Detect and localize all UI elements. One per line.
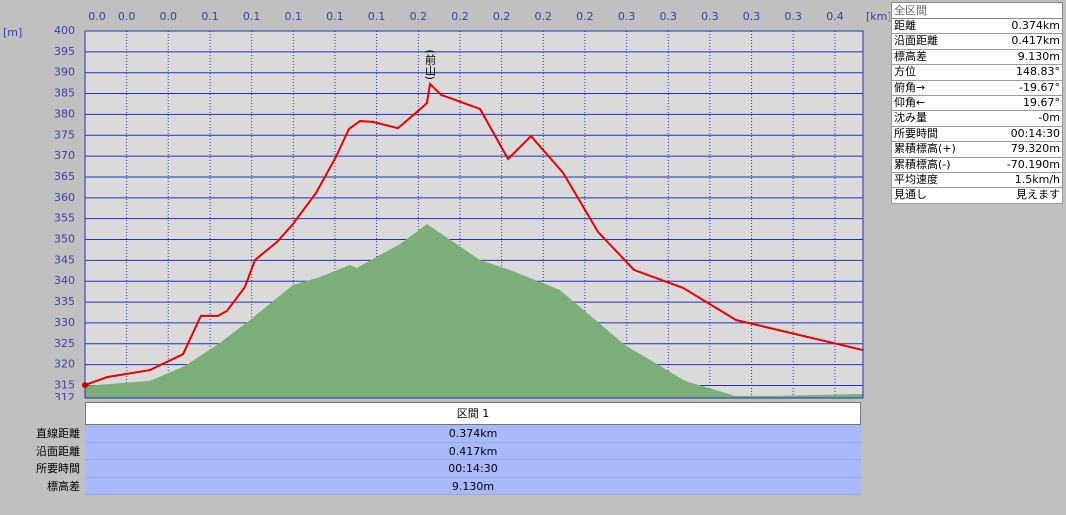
- x-tick-label: 0.2: [534, 10, 552, 23]
- y-tick-label: 345: [54, 253, 75, 266]
- y-tick-label: 350: [54, 233, 75, 246]
- panel-row: 沈み量 -0m: [891, 111, 1063, 127]
- row-label: 仰角←: [894, 95, 926, 109]
- x-tick-label: 0.0: [88, 10, 106, 23]
- segment-row: 直線距離 0.374km: [0, 425, 863, 443]
- row-label: 標高差: [894, 49, 927, 63]
- panel-row: 標高差 9.130m: [891, 49, 1063, 66]
- y-tick-label: 320: [54, 358, 75, 371]
- row-label: 沿面距離: [894, 34, 938, 48]
- segment-row: 標高差 9.130m: [0, 477, 863, 495]
- y-tick-label: 330: [54, 316, 75, 329]
- x-tick-label: 0.1: [201, 10, 219, 23]
- row-value: -0m: [1038, 111, 1060, 125]
- row-label: 累積標高(-): [894, 157, 951, 171]
- panel-row: 俯角→ -19.67°: [891, 80, 1063, 96]
- y-tick-label: 375: [54, 128, 75, 141]
- panel-row: 見通し 見えます: [891, 188, 1063, 204]
- row-label: 直線距離: [36, 427, 80, 440]
- y-unit: [m]: [3, 26, 22, 39]
- y-tick-label: 325: [54, 337, 75, 350]
- panel-row: 所要時間 00:14:30: [891, 126, 1063, 143]
- y-tick-label: 335: [54, 295, 75, 308]
- x-tick-label: 0.2: [410, 10, 428, 23]
- x-tick-label: 0.3: [660, 10, 678, 23]
- segment-table: 区間 1 直線距離 0.374km 沿面距離 0.417km 所要時間 00:14:30 標…: [0, 402, 863, 495]
- x-tick-label: 0.0: [118, 10, 136, 23]
- row-label: 所要時間: [894, 126, 938, 140]
- panel-row: 沿面距離 0.417km: [891, 34, 1063, 50]
- x-tick-label: 0.3: [701, 10, 719, 23]
- x-tick-label: 0.4: [826, 10, 844, 23]
- panel-row: 方位 148.83°: [891, 65, 1063, 81]
- row-value: 0.374km: [85, 425, 861, 443]
- x-tick-label: 0.1: [368, 10, 386, 23]
- row-value: -19.67°: [1019, 80, 1060, 94]
- row-value: 0.417km: [1011, 34, 1060, 48]
- row-value: 0.417km: [85, 442, 861, 460]
- y-tick-label: 385: [54, 87, 75, 100]
- y-tick-label: 360: [54, 191, 75, 204]
- y-tick-label: 380: [54, 107, 75, 120]
- row-label: 沈み量: [894, 111, 927, 125]
- row-value: 148.83°: [1016, 65, 1060, 79]
- row-label: 沿面距離: [36, 444, 80, 458]
- x-unit: [km]: [866, 10, 890, 23]
- terrain-area: [85, 224, 863, 398]
- x-tick-label: 0.2: [493, 10, 511, 23]
- x-tick-label: 0.3: [743, 10, 761, 23]
- y-tick-label: 365: [54, 170, 75, 183]
- y-tick-label: 395: [54, 45, 75, 58]
- row-label: 所要時間: [36, 462, 80, 475]
- segment-header[interactable]: 区間 1: [85, 402, 861, 425]
- x-tick-label: 0.1: [326, 10, 344, 23]
- x-tick-label: 0.3: [784, 10, 802, 23]
- segment-row: 所要時間 00:14:30: [0, 460, 863, 478]
- x-tick-label: 0.2: [576, 10, 594, 23]
- row-label: 距離: [894, 19, 916, 32]
- summary-panel: 全区間 距離 0.374km 沿面距離 0.417km 標高差 9.130m 方位 148.8…: [891, 2, 1063, 204]
- row-value: 9.130m: [85, 477, 861, 495]
- row-value: -70.190m: [1006, 157, 1060, 171]
- panel-row: 平均速度 1.5km/h: [891, 172, 1063, 189]
- y-tick-label: 355: [54, 212, 75, 225]
- row-value: 見えます: [1016, 188, 1060, 202]
- panel-row: 累積標高(-) -70.190m: [891, 157, 1063, 173]
- y-tick-label: 370: [54, 149, 75, 162]
- x-tick-label: 0.3: [618, 10, 636, 23]
- row-value: 0.374km: [1011, 19, 1060, 32]
- route-line: [84, 81, 864, 387]
- panel-title: 全区間: [891, 2, 1063, 19]
- segment-row: 沿面距離 0.417km: [0, 442, 863, 460]
- y-tick-label: 340: [54, 274, 75, 287]
- row-value: 9.130m: [1017, 49, 1060, 63]
- x-tick-label: 0.2: [451, 10, 469, 23]
- row-value: 79.320m: [1010, 142, 1060, 156]
- x-tick-label: 0.1: [285, 10, 303, 23]
- row-label: 累積標高(+): [894, 142, 956, 156]
- y-tick-label: 315: [54, 378, 75, 391]
- profile-chart: [m] [km] 400 395 390 385 380 375 370 365 360 355 3…: [3, 10, 890, 400]
- row-label: 俯角→: [894, 80, 926, 94]
- y-tick-label: 400: [54, 24, 75, 37]
- plot-area: [84, 30, 864, 399]
- panel-row: 仰角← 19.67°: [891, 95, 1063, 112]
- x-tick-label: 0.1: [243, 10, 261, 23]
- row-value: 00:14:30: [1010, 126, 1060, 140]
- y-tick-label: 390: [54, 66, 75, 79]
- y-tick-label: 312: [54, 391, 75, 400]
- row-value: 00:14:30: [85, 460, 861, 478]
- panel-row: 距離 0.374km: [891, 19, 1063, 35]
- row-label: 平均速度: [894, 172, 938, 186]
- row-label: 方位: [894, 65, 916, 79]
- panel-row: 累積標高(+) 79.320m: [891, 142, 1063, 158]
- row-value: 1.5km/h: [1014, 172, 1060, 186]
- start-marker: [82, 382, 88, 389]
- row-value: 19.67°: [1023, 95, 1060, 109]
- row-label: 見通し: [894, 188, 927, 202]
- peak-annotation: (前山): [424, 49, 437, 80]
- x-tick-label: 0.0: [159, 10, 177, 23]
- row-label: 標高差: [47, 479, 80, 493]
